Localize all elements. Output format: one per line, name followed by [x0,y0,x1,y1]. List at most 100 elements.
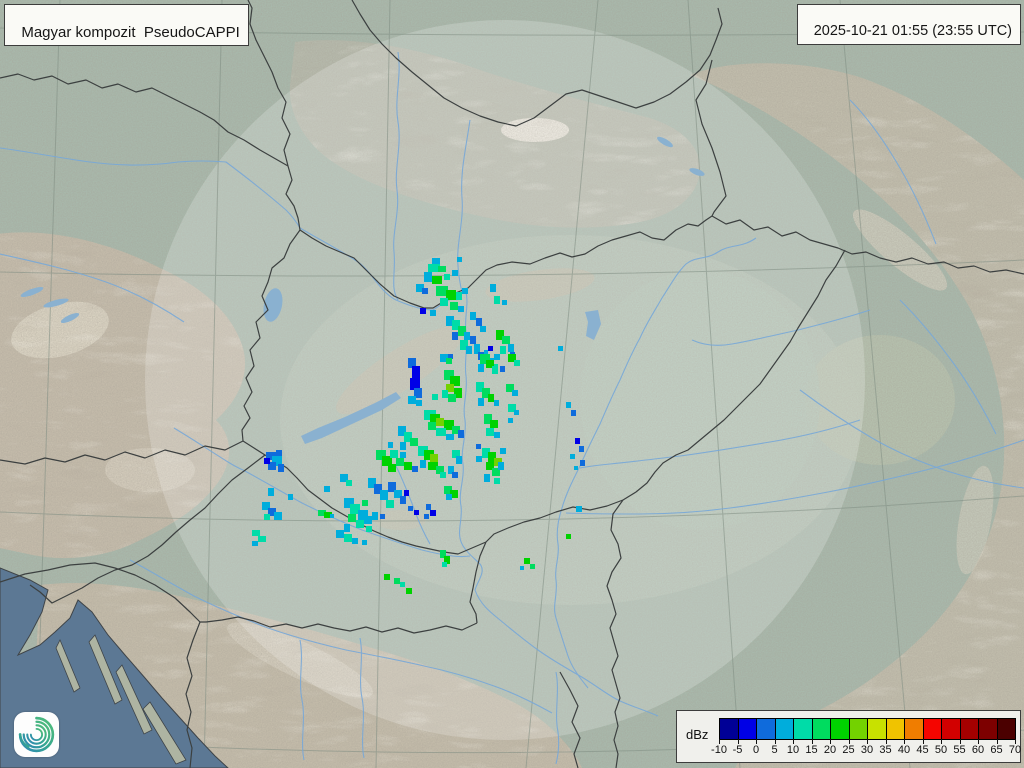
radar-echo-pixel [508,344,514,352]
timestamp-box: 2025-10-21 01:55 (23:55 UTC) [796,4,1021,45]
radar-echo-pixel [436,428,446,436]
legend-tick-mark [848,739,850,744]
radar-echo-pixel [420,460,426,468]
radar-echo-pixel [384,574,390,580]
radar-echo-pixel [264,514,270,520]
radar-echo-pixel [500,346,506,354]
radar-echo-pixel [400,582,405,587]
radar-echo-pixel [444,420,454,430]
radar-echo-pixel [571,410,576,416]
legend-tick-mark [811,739,813,744]
radar-echo-pixel [374,484,382,494]
radar-echo-pixel [440,550,446,558]
radar-echo-pixel [268,508,276,516]
legend-tick-label: 55 [953,744,966,756]
legend-tick-label: 50 [934,744,948,756]
map-title: Magyar kompozit PseudoCAPPI [21,23,240,41]
radar-echo-pixel [424,272,432,282]
radar-echo-pixel [400,496,406,504]
lake-balaton [301,392,401,444]
timestamp: 2025-10-21 01:55 (23:55 UTC) [813,22,1012,39]
legend-tick-mark [978,739,979,744]
legend-tick-mark [830,739,831,744]
legend-tick-label: 60 [971,744,985,756]
radar-echo-pixel [404,462,412,470]
radar-echo-pixel [358,510,368,520]
radar-echo-pixel [490,420,498,428]
radar-echo-pixel [480,326,486,332]
radar-echo-pixel [400,452,406,458]
radar-echo-pixel [456,456,462,464]
radar-echo-pixel [428,462,438,470]
radar-echo-pixel [470,336,476,344]
radar-echo-pixel [452,320,460,330]
radar-echo-pixel [440,354,448,362]
legend-tick-mark [737,739,739,744]
radar-echo-pixel [456,292,462,300]
legend-tick-mark [959,739,961,744]
radar-echo-pixel [440,472,446,478]
radar-echo-pixel [412,466,418,472]
radar-echo-pixel [386,500,394,508]
legend-tick-label: 25 [842,744,855,756]
radar-echo-pixel [508,418,513,423]
radar-echo-pixel [266,452,276,460]
radar-echo-pixel [476,456,482,462]
radar-echo-pixel [462,288,468,294]
radar-echo-pixel [524,558,530,564]
legend-tick-label: 45 [916,744,929,756]
radar-echo-pixel [470,312,476,320]
radar-echo-pixel [466,346,472,354]
radar-echo-pixel [408,506,413,511]
radar-echo-pixel [410,378,420,390]
radar-echo-pixel [490,284,496,292]
legend-tick-mark [756,739,757,744]
radar-echo-pixel [276,450,282,456]
radar-echo-pixel [508,404,516,412]
radar-echo-pixel [442,562,447,567]
radar-echo-pixel [420,308,426,314]
radar-echo-pixel [464,332,470,340]
radar-echo-pixel [520,566,524,570]
radar-echo-pixel [496,330,504,340]
radar-echo-pixel [278,464,284,472]
radar-echo-pixel [476,382,484,392]
radar-echo-pixel [576,506,582,512]
radar-echo-pixel [476,444,481,449]
radar-echo-pixel [330,514,334,518]
radar-echo-pixel [426,504,431,510]
radar-echo-pixel [575,438,580,444]
radar-echo-pixel [430,510,436,516]
radar-echo-pixel [340,474,348,482]
radar-echo-pixel [324,512,332,518]
legend-tick-label: 0 [752,744,760,756]
spiral-logo-icon [18,716,55,753]
radar-echo-pixel [452,426,460,434]
legend-tick-mark [793,739,794,744]
radar-echo-pixel [450,376,460,386]
legend-tick-label: 10 [786,744,800,756]
radar-echo-pixel [412,366,420,380]
radar-echo-pixel [268,462,276,470]
radar-echo-pixel [406,588,412,594]
radar-echo-pixel [508,354,516,362]
radar-echo-pixel [452,270,458,276]
legend-tick-label: 15 [805,744,818,756]
radar-echo-pixel [494,354,500,360]
legend-tick-label: 5 [771,744,778,756]
radar-echo-pixel [362,540,367,545]
radar-echo-pixel [252,541,258,546]
legend-tick-mark [922,739,924,744]
radar-echo-pixel [458,430,464,438]
radar-echo-pixel [492,366,498,374]
radar-echo-pixel [458,306,464,312]
radar-echo-pixel [442,390,448,398]
legend-tick-mark [1015,739,1016,744]
radar-echo-pixel [482,448,490,458]
radar-echo-pixel [430,414,440,424]
radar-echo-pixel [478,364,484,372]
rivers-layer [0,51,1024,765]
radar-echo-pixel [376,450,386,460]
radar-echo-pixel [452,472,458,478]
